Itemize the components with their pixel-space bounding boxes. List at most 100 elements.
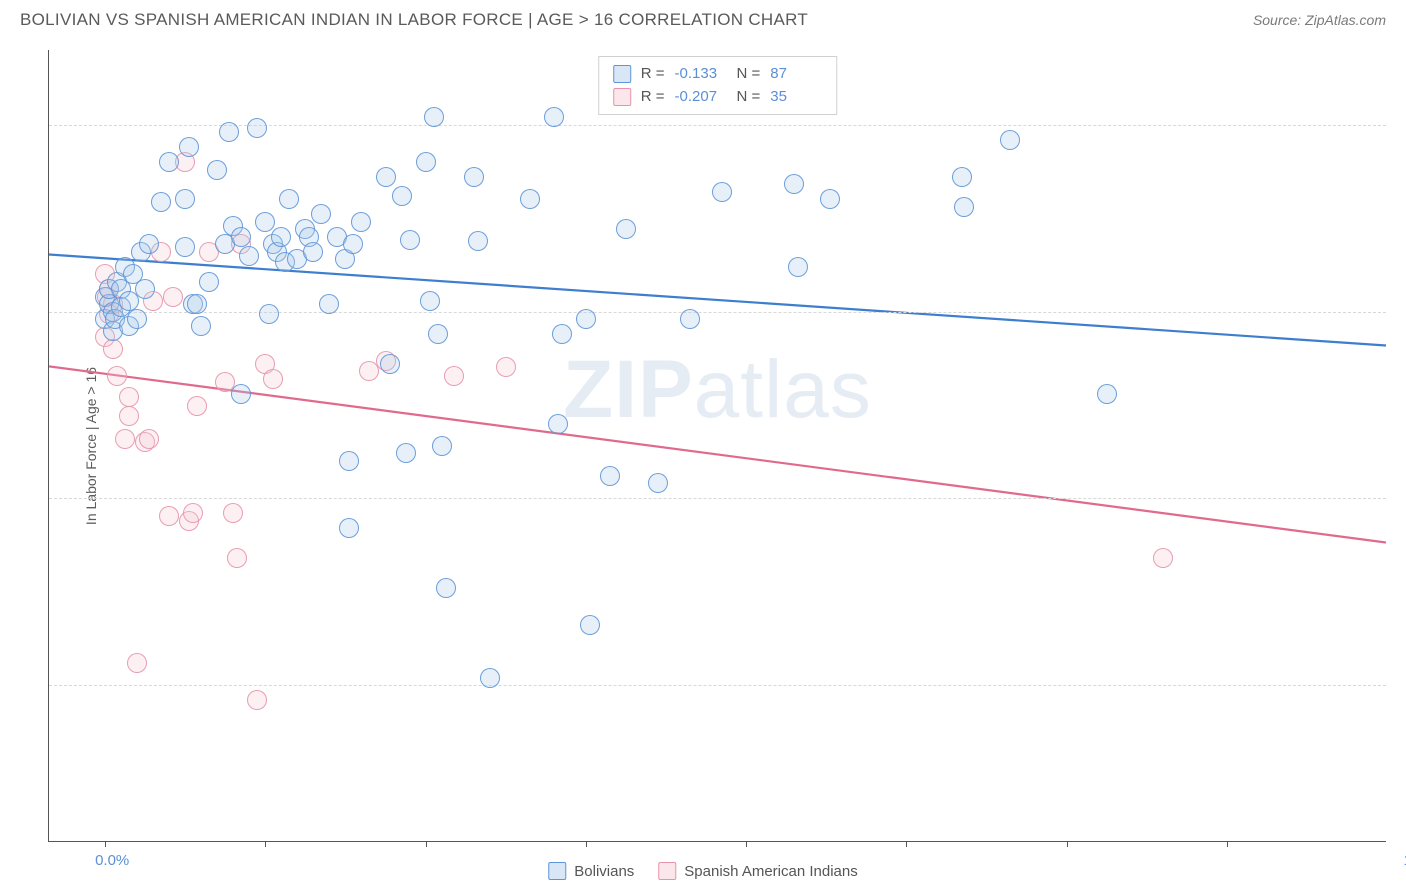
data-point xyxy=(103,339,123,359)
data-point xyxy=(428,324,448,344)
data-point xyxy=(784,174,804,194)
x-tick-mark xyxy=(105,841,106,847)
legend-label: Bolivians xyxy=(574,863,634,880)
correlation-legend: R =-0.133N =87R =-0.207N =35 xyxy=(598,56,838,115)
data-point xyxy=(788,257,808,277)
y-tick-label: 42.5% xyxy=(1396,677,1406,694)
data-point xyxy=(271,227,291,247)
data-point xyxy=(187,294,207,314)
series-legend: Bolivians Spanish American Indians xyxy=(548,862,857,880)
watermark: ZIPatlas xyxy=(563,343,872,437)
chart-header: BOLIVIAN VS SPANISH AMERICAN INDIAN IN L… xyxy=(0,0,1406,38)
data-point xyxy=(207,160,227,180)
data-point xyxy=(548,414,568,434)
data-point xyxy=(319,294,339,314)
r-value: -0.133 xyxy=(675,63,727,86)
legend-swatch xyxy=(613,65,631,83)
data-point xyxy=(496,357,516,377)
data-point xyxy=(163,287,183,307)
data-point xyxy=(311,204,331,224)
data-point xyxy=(191,316,211,336)
data-point xyxy=(279,189,299,209)
data-point xyxy=(351,212,371,232)
data-point xyxy=(712,182,732,202)
scatter-chart: ZIPatlas R =-0.133N =87R =-0.207N =35 42… xyxy=(48,50,1386,842)
data-point xyxy=(139,429,159,449)
trend-lines-svg xyxy=(49,50,1386,841)
data-point xyxy=(175,189,195,209)
chart-source: Source: ZipAtlas.com xyxy=(1253,12,1386,28)
x-tick-mark xyxy=(586,841,587,847)
trend-line xyxy=(49,254,1386,345)
y-tick-label: 67.5% xyxy=(1396,303,1406,320)
data-point xyxy=(135,279,155,299)
data-point xyxy=(680,309,700,329)
data-point xyxy=(952,167,972,187)
data-point xyxy=(223,503,243,523)
n-label: N = xyxy=(737,63,761,86)
n-value: 35 xyxy=(770,86,822,109)
gridline xyxy=(49,685,1386,686)
chart-title: BOLIVIAN VS SPANISH AMERICAN INDIAN IN L… xyxy=(20,10,808,30)
data-point xyxy=(139,234,159,254)
data-point xyxy=(552,324,572,344)
data-point xyxy=(954,197,974,217)
legend-swatch xyxy=(613,88,631,106)
data-point xyxy=(343,234,363,254)
x-tick-label-right: 15.0% xyxy=(1391,852,1406,869)
data-point xyxy=(247,690,267,710)
x-tick-mark xyxy=(1067,841,1068,847)
data-point xyxy=(1153,548,1173,568)
watermark-zip: ZIP xyxy=(563,344,694,435)
data-point xyxy=(259,304,279,324)
data-point xyxy=(187,396,207,416)
r-label: R = xyxy=(641,86,665,109)
data-point xyxy=(464,167,484,187)
x-tick-mark xyxy=(1227,841,1228,847)
data-point xyxy=(231,384,251,404)
data-point xyxy=(1000,130,1020,150)
data-point xyxy=(151,192,171,212)
data-point xyxy=(420,291,440,311)
data-point xyxy=(227,548,247,568)
data-point xyxy=(303,242,323,262)
r-value: -0.207 xyxy=(675,86,727,109)
watermark-atlas: atlas xyxy=(694,344,872,435)
legend-swatch xyxy=(548,862,566,880)
x-tick-mark xyxy=(906,841,907,847)
source-name: ZipAtlas.com xyxy=(1305,12,1386,28)
n-value: 87 xyxy=(770,63,822,86)
n-label: N = xyxy=(737,86,761,109)
data-point xyxy=(424,107,444,127)
data-point xyxy=(255,212,275,232)
data-point xyxy=(231,227,251,247)
data-point xyxy=(520,189,540,209)
data-point xyxy=(436,578,456,598)
data-point xyxy=(396,443,416,463)
data-point xyxy=(648,473,668,493)
x-tick-mark xyxy=(265,841,266,847)
data-point xyxy=(600,466,620,486)
data-point xyxy=(432,436,452,456)
data-point xyxy=(580,615,600,635)
data-point xyxy=(392,186,412,206)
gridline xyxy=(49,498,1386,499)
data-point xyxy=(1097,384,1117,404)
data-point xyxy=(616,219,636,239)
data-point xyxy=(115,429,135,449)
data-point xyxy=(416,152,436,172)
data-point xyxy=(183,503,203,523)
data-point xyxy=(127,309,147,329)
data-point xyxy=(179,137,199,157)
data-point xyxy=(380,354,400,374)
x-tick-mark xyxy=(746,841,747,847)
data-point xyxy=(239,246,259,266)
source-prefix: Source: xyxy=(1253,12,1305,28)
legend-stat-row: R =-0.133N =87 xyxy=(613,63,823,86)
data-point xyxy=(263,369,283,389)
legend-item: Spanish American Indians xyxy=(658,862,857,880)
gridline xyxy=(49,312,1386,313)
data-point xyxy=(444,366,464,386)
legend-swatch xyxy=(658,862,676,880)
data-point xyxy=(339,518,359,538)
